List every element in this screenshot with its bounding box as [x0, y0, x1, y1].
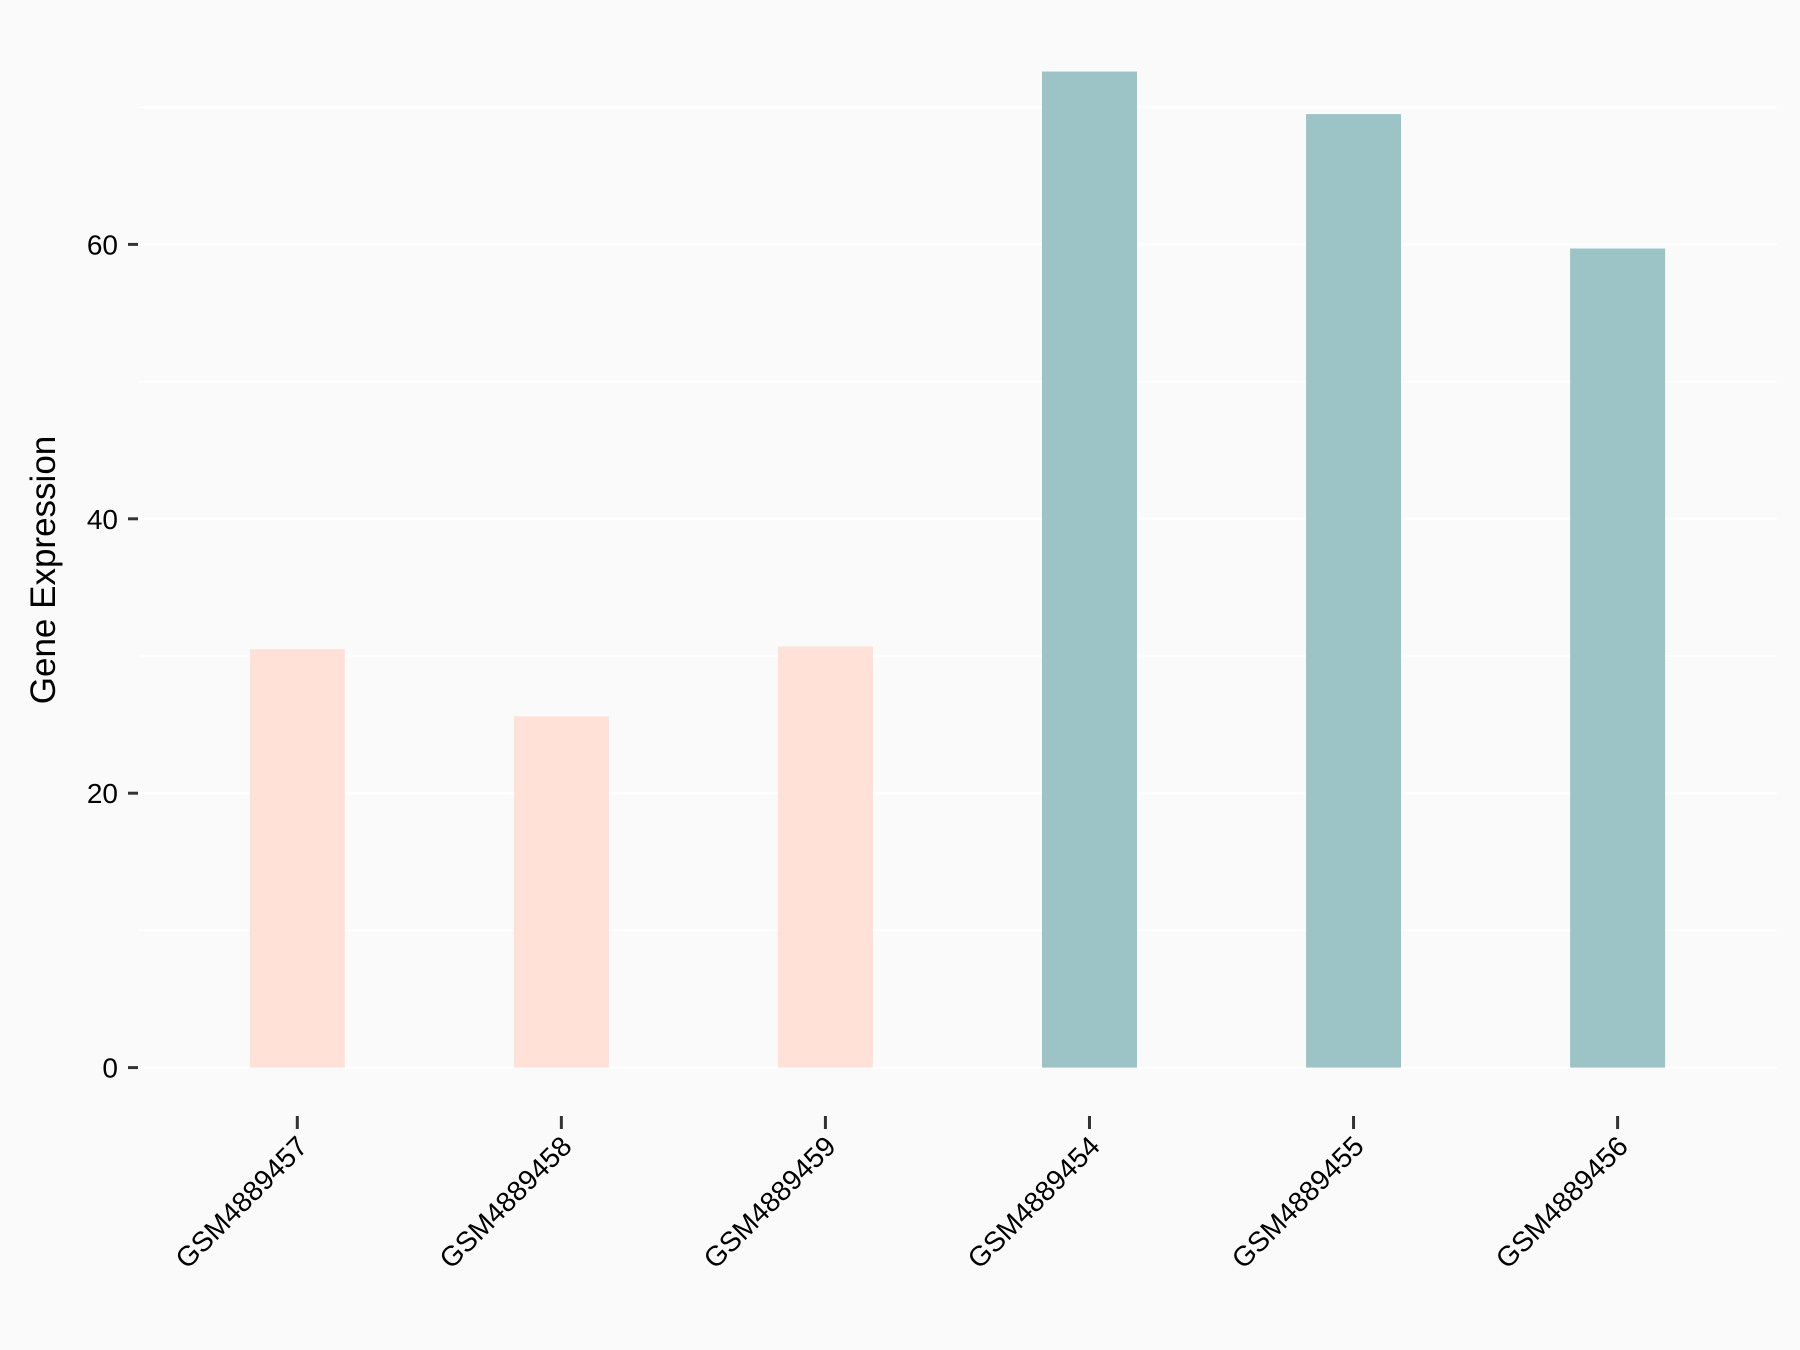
- y-axis-title: Gene Expression: [24, 436, 63, 704]
- y-axis: 0 20 40 60: [87, 229, 138, 1084]
- y-tick-label: 60: [87, 229, 118, 260]
- bar: [249, 649, 345, 1068]
- bars: [249, 71, 1666, 1068]
- y-tick-label: 20: [87, 778, 118, 809]
- bar: [1306, 114, 1402, 1068]
- y-tick-label: 40: [87, 504, 118, 535]
- bar: [1041, 71, 1137, 1068]
- gridlines: [138, 106, 1777, 1069]
- bar: [1570, 248, 1666, 1068]
- y-tick-label: 0: [102, 1053, 118, 1084]
- bar: [513, 716, 609, 1068]
- bar: [777, 646, 873, 1068]
